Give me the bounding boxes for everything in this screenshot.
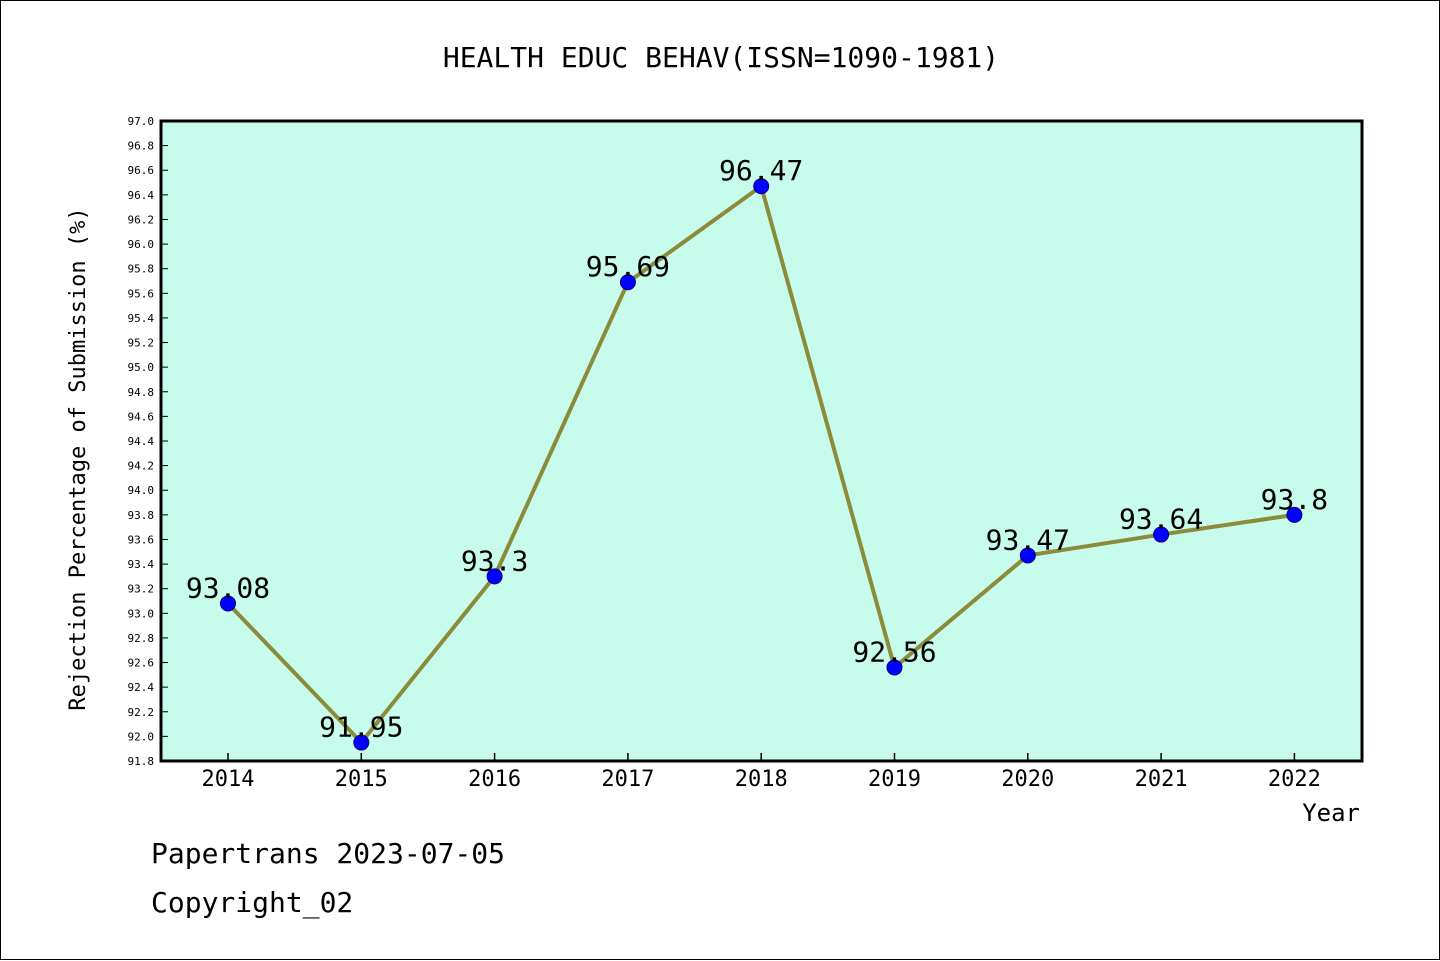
data-label: 92.56 <box>852 635 936 668</box>
chart-title: HEALTH EDUC BEHAV(ISSN=1090-1981) <box>443 41 999 74</box>
data-label: 96.47 <box>719 154 803 187</box>
x-tick-label: 2019 <box>868 767 921 792</box>
y-tick-label: 96.6 <box>128 164 155 177</box>
data-point <box>220 595 236 612</box>
footer-copyright-text: Copyright_02 <box>151 886 354 919</box>
x-tick-label: 2020 <box>1001 767 1054 792</box>
data-label: 93.8 <box>1261 483 1328 516</box>
plot-area <box>159 119 1364 763</box>
data-point <box>1286 506 1303 523</box>
y-tick-label: 96.4 <box>128 189 155 202</box>
y-tick-label: 95.0 <box>128 361 155 374</box>
x-tick-label: 2016 <box>468 767 521 792</box>
x-tick-label: 2018 <box>735 767 788 792</box>
y-tick-label: 94.2 <box>128 460 155 473</box>
data-label: 93.64 <box>1119 503 1203 536</box>
y-tick-label: 94.8 <box>128 386 155 399</box>
data-point <box>486 568 503 585</box>
y-tick-label: 94.0 <box>128 484 155 497</box>
y-tick-label: 91.8 <box>128 755 155 768</box>
data-label: 95.69 <box>586 250 670 283</box>
data-point <box>753 178 770 195</box>
data-labels: 93.08 91.95 93.3 95.69 96.47 92.56 93.47 93.64 9… <box>186 154 1328 743</box>
y-tick-label: 92.4 <box>128 681 155 694</box>
x-tick-label: 2022 <box>1268 767 1321 792</box>
data-label: 91.95 <box>319 711 403 744</box>
data-label: 93.47 <box>986 523 1070 556</box>
y-tick-label: 92.8 <box>128 632 155 645</box>
data-point <box>1019 547 1036 564</box>
y-tick-label: 95.4 <box>128 312 155 325</box>
data-label: 93.08 <box>186 571 270 604</box>
y-tick-label: 92.2 <box>128 706 155 719</box>
data-point <box>619 274 636 291</box>
y-tick-label: 93.6 <box>128 533 155 546</box>
y-tick-label: 95.6 <box>128 287 155 300</box>
data-markers <box>220 178 1303 751</box>
y-tick-label: 94.4 <box>128 435 155 448</box>
y-tick-label: 96.2 <box>128 213 155 226</box>
x-tick-label: 2014 <box>202 767 255 792</box>
x-tick-label: 2017 <box>601 767 654 792</box>
y-tick-label: 93.4 <box>128 558 155 571</box>
y-tick-label: 93.2 <box>128 583 155 596</box>
footer-date-text: Papertrans 2023-07-05 <box>151 837 506 870</box>
y-tick-label: 93.0 <box>128 607 155 620</box>
y-tick-label: 92.6 <box>128 657 155 670</box>
data-point <box>886 659 903 676</box>
x-tick-label: 2021 <box>1135 767 1188 792</box>
y-tick-label: 95.8 <box>128 263 155 276</box>
y-tick-label: 95.2 <box>128 337 155 350</box>
y-tick-label: 97.0 <box>128 115 155 128</box>
data-point <box>353 734 370 751</box>
y-axis: 91.8 92.0 92.2 92.4 92.6 92.8 93.0 93.2 93.4 93.6… <box>128 115 168 768</box>
data-point <box>1153 526 1170 543</box>
x-axis-label: Year <box>1302 799 1360 827</box>
y-tick-label: 93.8 <box>128 509 155 522</box>
y-tick-label: 92.0 <box>128 730 155 743</box>
y-tick-label: 96.0 <box>128 238 155 251</box>
x-axis: 2014 2015 2016 2017 2018 2019 2020 2021 2022 <box>202 753 1321 792</box>
data-label: 93.3 <box>461 544 528 577</box>
x-tick-label: 2015 <box>335 767 388 792</box>
y-tick-label: 94.6 <box>128 410 155 423</box>
y-axis-label: Rejection Percentage of Submission (%) <box>66 207 91 710</box>
y-tick-label: 96.8 <box>128 140 155 153</box>
